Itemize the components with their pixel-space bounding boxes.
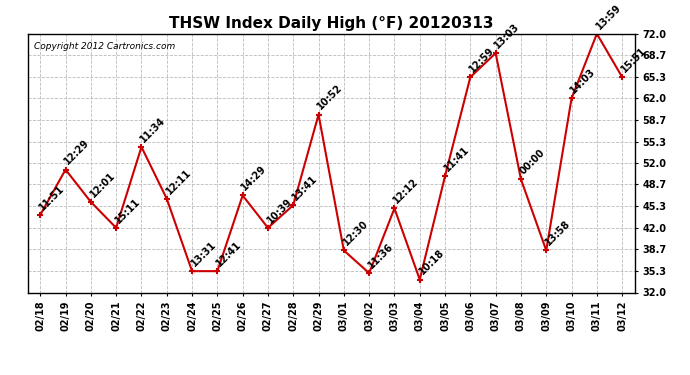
Text: 12:41: 12:41: [215, 239, 244, 268]
Text: 12:11: 12:11: [164, 167, 193, 196]
Text: 10:52: 10:52: [315, 83, 344, 112]
Text: 10:18: 10:18: [417, 248, 446, 277]
Text: 11:34: 11:34: [139, 115, 168, 144]
Text: 12:29: 12:29: [63, 138, 92, 167]
Title: THSW Index Daily High (°F) 20120313: THSW Index Daily High (°F) 20120313: [169, 16, 493, 31]
Text: 00:00: 00:00: [518, 147, 547, 177]
Text: 13:58: 13:58: [543, 219, 573, 248]
Text: 12:12: 12:12: [391, 177, 420, 206]
Text: 15:51: 15:51: [619, 45, 648, 74]
Text: 11:51: 11:51: [37, 183, 66, 212]
Text: 12:30: 12:30: [341, 219, 370, 248]
Text: 11:36: 11:36: [366, 242, 395, 270]
Text: 13:59: 13:59: [594, 2, 623, 31]
Text: 13:41: 13:41: [290, 173, 319, 202]
Text: 15:11: 15:11: [113, 196, 142, 225]
Text: 13:31: 13:31: [189, 239, 218, 268]
Text: Copyright 2012 Cartronics.com: Copyright 2012 Cartronics.com: [34, 42, 175, 51]
Text: 12:01: 12:01: [88, 170, 117, 199]
Text: 10:39: 10:39: [265, 196, 294, 225]
Text: 11:41: 11:41: [442, 144, 471, 173]
Text: 14:29: 14:29: [239, 164, 268, 193]
Text: 12:59: 12:59: [467, 45, 496, 74]
Text: 13:03: 13:03: [493, 21, 522, 50]
Text: 14:03: 14:03: [569, 67, 598, 96]
